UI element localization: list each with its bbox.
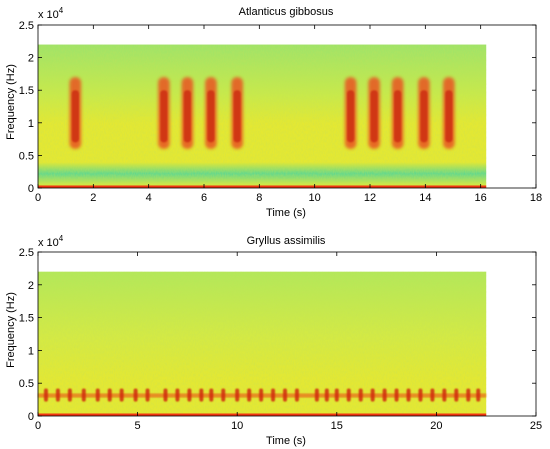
y-axis-multiplier: x 104 <box>38 6 64 21</box>
pulse-mark <box>370 388 375 402</box>
pulse-mark <box>95 388 100 402</box>
y-tick-label: 1.5 <box>19 313 34 325</box>
pulse-mark <box>163 388 168 402</box>
x-tick-label: 16 <box>475 192 487 204</box>
chirp-core <box>420 90 428 143</box>
x-tick-label: 0 <box>35 192 41 204</box>
pulse-mark <box>259 388 264 402</box>
pulse-mark <box>175 388 180 402</box>
pulse-mark <box>430 388 435 402</box>
chart-title: Atlanticus gibbosus <box>239 6 334 18</box>
y-tick-label: 1 <box>28 345 34 357</box>
x-tick-label: 10 <box>231 420 243 432</box>
pulse-mark <box>476 388 481 402</box>
y-tick-label: 0.5 <box>19 150 34 162</box>
y-tick-label: 0.5 <box>19 378 34 390</box>
axes-frame <box>37 251 537 417</box>
x-axis-label: Time (s) <box>266 435 306 447</box>
pulse-mark <box>406 388 411 402</box>
pulse-mark <box>454 388 459 402</box>
x-tick-label: 12 <box>364 192 376 204</box>
y-axis-label: Frequency (Hz) <box>5 64 17 140</box>
chirp-core <box>160 90 168 143</box>
pulse-mark <box>418 388 423 402</box>
pulse-mark <box>324 388 329 402</box>
pulse-mark <box>358 388 363 402</box>
spectrogram-panel-gryllus: Gryllus assimilis x 104 0 5 10 15 20 25 0 0.5 1 1… <box>5 234 542 447</box>
x-tick-label: 0 <box>35 420 41 432</box>
x-tick-label: 2 <box>90 192 96 204</box>
pulse-mark <box>81 388 86 402</box>
pulse-mark <box>382 388 387 402</box>
pulse-mark <box>209 388 214 402</box>
x-axis-label: Time (s) <box>266 207 306 219</box>
x-tick-label: 8 <box>256 192 262 204</box>
chirp-core <box>445 90 453 143</box>
pulse-mark <box>67 388 72 402</box>
pulse-mark <box>43 388 48 402</box>
pulse-mark <box>466 388 471 402</box>
pulse-mark <box>247 388 252 402</box>
pulse-mark <box>235 388 240 402</box>
pulse-mark <box>221 388 226 402</box>
chirp-core <box>183 90 192 143</box>
y-axis-multiplier: x 104 <box>38 234 64 249</box>
x-tick-label: 5 <box>135 420 141 432</box>
x-tick-label: 14 <box>419 192 431 204</box>
baseline-stripe <box>38 413 487 416</box>
chirp-core <box>233 90 241 143</box>
pulse-mark <box>394 388 399 402</box>
pulse-mark <box>187 388 192 402</box>
chirp-core <box>71 90 79 143</box>
chart-title: Gryllus assimilis <box>247 235 326 247</box>
y-tick-label: 1 <box>28 118 34 130</box>
plot-area: 0 5 10 15 20 25 0 0.5 1 1.5 2 2.5 <box>19 247 542 432</box>
y-tick-label: 2 <box>28 53 34 65</box>
x-tick-label: 20 <box>430 420 442 432</box>
y-tick-label: 2.5 <box>19 20 34 32</box>
pulse-mark <box>442 388 447 402</box>
x-tick-label: 25 <box>530 420 542 432</box>
chirp-core <box>394 90 402 143</box>
x-tick-label: 4 <box>146 192 152 204</box>
pulse-mark <box>334 388 339 402</box>
chirp-core <box>370 90 378 143</box>
y-tick-label: 1.5 <box>19 85 34 97</box>
x-tick-label: 6 <box>201 192 207 204</box>
y-tick-label: 2.5 <box>19 247 34 259</box>
pulse-mark <box>199 388 204 402</box>
y-tick-label: 2 <box>28 280 34 292</box>
chirp-core <box>207 90 215 143</box>
axes-frame <box>37 24 537 189</box>
pulse-mark <box>133 388 138 402</box>
spectrogram-panel-atlanticus: Atlanticus gibbosus x 104 0 2 4 6 8 10 12 14 16 1… <box>5 6 542 219</box>
pulse-mark <box>119 388 124 402</box>
baseline-stripe <box>38 185 487 188</box>
pulse-mark <box>294 388 299 402</box>
pulse-mark <box>283 388 288 402</box>
pulse-mark <box>55 388 60 402</box>
x-tick-label: 18 <box>530 192 542 204</box>
pulse-mark <box>314 388 319 402</box>
pulse-mark <box>346 388 351 402</box>
y-tick-label: 0 <box>28 183 34 195</box>
pulse-mark <box>107 388 112 402</box>
pulse-mark <box>145 388 150 402</box>
x-tick-label: 10 <box>309 192 321 204</box>
x-tick-label: 15 <box>331 420 343 432</box>
pulse-mark <box>271 388 276 402</box>
y-axis-label: Frequency (Hz) <box>5 292 17 368</box>
plot-area: 0 2 4 6 8 10 12 14 16 18 0 0.5 1 1.5 2 2.5 <box>19 20 542 204</box>
y-tick-label: 0 <box>28 411 34 423</box>
spectrogram-texture <box>38 44 487 189</box>
chirp-core <box>347 90 355 143</box>
